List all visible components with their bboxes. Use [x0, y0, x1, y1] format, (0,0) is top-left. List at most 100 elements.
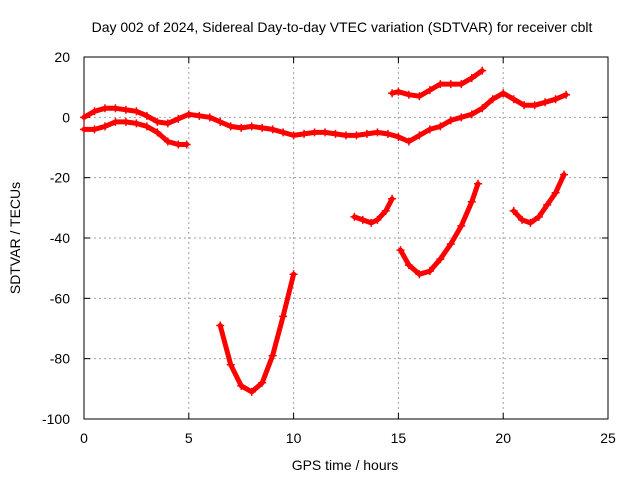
data-point [520, 101, 529, 110]
data-point [310, 128, 319, 137]
data-point [396, 246, 405, 255]
data-point [425, 86, 434, 95]
data-point [142, 122, 151, 131]
data-point [216, 117, 225, 126]
data-point [388, 89, 397, 98]
data-point [526, 218, 535, 227]
data-point [350, 212, 359, 221]
data-point [425, 267, 434, 276]
data-point [457, 113, 466, 122]
data-point [446, 116, 455, 125]
x-tick-label: 15 [391, 430, 407, 446]
data-point [534, 212, 543, 221]
data-point [509, 95, 518, 104]
data-point [415, 92, 424, 101]
data-point [551, 188, 560, 197]
data-point [268, 351, 277, 360]
data-point [279, 128, 288, 137]
data-point [436, 255, 445, 264]
data-point [300, 129, 309, 138]
y-tick-label: -100 [42, 411, 70, 427]
y-tick-label: -80 [50, 351, 70, 367]
y-tick-label: 20 [54, 49, 70, 65]
data-point [543, 200, 552, 209]
data-point [268, 125, 277, 134]
data-point [247, 122, 256, 131]
data-point [559, 170, 568, 179]
data-point [394, 132, 403, 141]
series-line-trace-3 [389, 68, 485, 99]
data-point [132, 119, 141, 128]
data-point [446, 240, 455, 249]
data-point [100, 104, 109, 113]
data-point [90, 125, 99, 134]
y-axis-title: SDTVAR / TECUs [7, 182, 23, 294]
data-point [321, 128, 330, 137]
data-point [184, 110, 193, 119]
data-point [467, 74, 476, 83]
data-point [478, 66, 487, 75]
series-line-trace-4 [217, 271, 297, 395]
data-point [182, 140, 191, 149]
data-point [174, 114, 183, 123]
data-point [358, 215, 367, 224]
x-tick-label: 5 [185, 430, 193, 446]
data-point [100, 122, 109, 131]
data-point [388, 194, 397, 203]
data-point [163, 137, 172, 146]
chart-title: Day 002 of 2024, Sidereal Day-to-day VTE… [92, 19, 593, 35]
data-point [467, 197, 476, 206]
data-point [436, 80, 445, 89]
data-point [195, 111, 204, 120]
data-point [174, 140, 183, 149]
data-point [237, 381, 246, 390]
data-point [373, 128, 382, 137]
data-point [237, 123, 246, 132]
data-point [258, 378, 267, 387]
data-point [362, 129, 371, 138]
x-tick-label: 0 [80, 430, 88, 446]
data-point [457, 80, 466, 89]
data-point [111, 104, 120, 113]
data-point [216, 321, 225, 330]
data-point [367, 218, 376, 227]
data-point [509, 206, 518, 215]
data-point [415, 270, 424, 279]
data-point [331, 129, 340, 138]
data-point [404, 261, 413, 270]
x-axis-title: GPS time / hours [292, 457, 399, 473]
y-tick-label: -40 [50, 230, 70, 246]
data-point [80, 113, 88, 122]
data-point [153, 128, 162, 137]
data-point [153, 117, 162, 126]
data-point [121, 105, 130, 114]
x-tick-label: 25 [600, 430, 616, 446]
data-point [446, 80, 455, 89]
data-point [111, 117, 120, 126]
data-point [467, 110, 476, 119]
data-point [474, 179, 483, 188]
data-point [352, 131, 361, 140]
data-point [90, 107, 99, 116]
data-point [551, 95, 560, 104]
data-point [247, 387, 256, 396]
data-point [394, 87, 403, 96]
data-point [226, 122, 235, 131]
data-point [530, 101, 539, 110]
data-point [488, 95, 497, 104]
data-point [80, 125, 88, 134]
x-tick-label: 20 [495, 430, 511, 446]
series-line-trace-6 [398, 181, 481, 277]
data-point [205, 113, 214, 122]
data-point [415, 131, 424, 140]
y-tick-label: -20 [50, 170, 70, 186]
data-point [381, 206, 390, 215]
data-point [373, 215, 382, 224]
data-point [457, 221, 466, 230]
y-tick-label: -60 [50, 290, 70, 306]
data-point [289, 270, 298, 279]
series-layer [80, 66, 571, 396]
data-point [541, 98, 550, 107]
data-point [499, 89, 508, 98]
